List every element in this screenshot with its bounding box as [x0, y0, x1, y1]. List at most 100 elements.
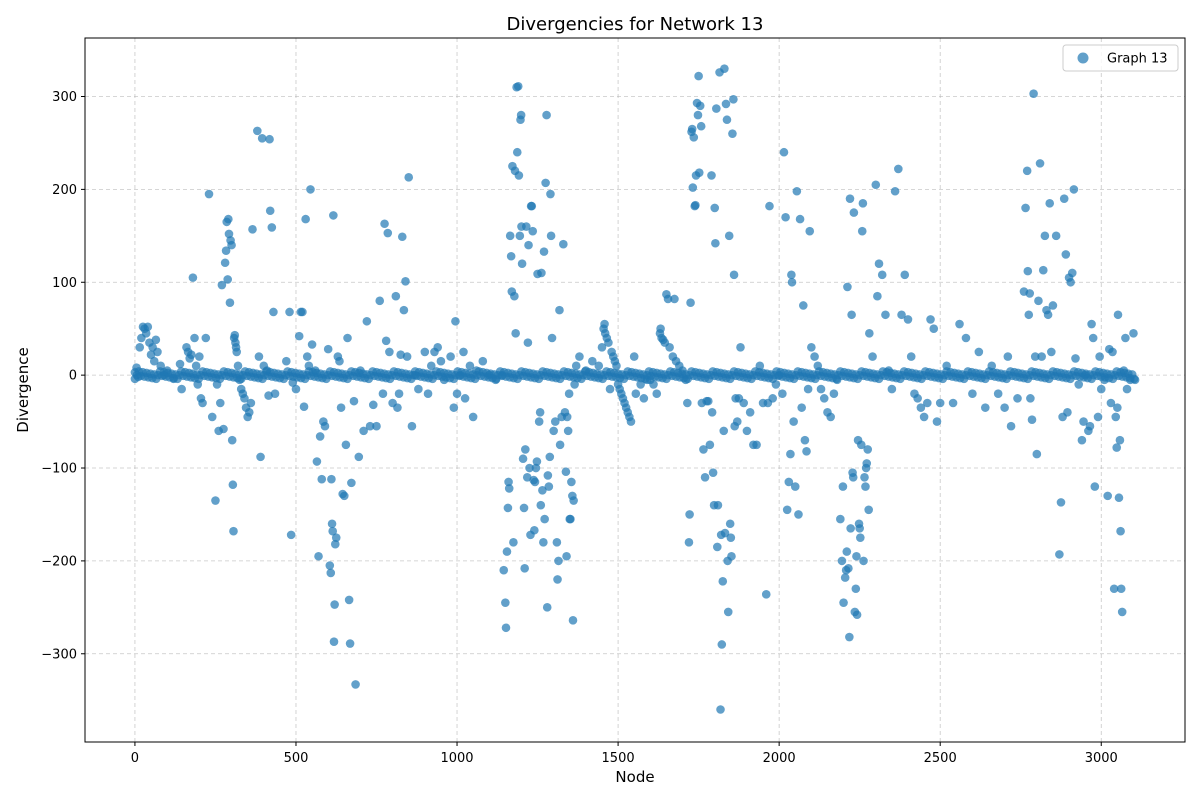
- data-point: [414, 384, 423, 394]
- data-point: [571, 361, 581, 371]
- data-point: [703, 396, 713, 406]
- data-point: [146, 350, 156, 360]
- data-point: [1040, 231, 1050, 241]
- data-point: [597, 342, 607, 352]
- data-point: [219, 424, 228, 434]
- data-point: [1045, 199, 1055, 208]
- data-point: [285, 307, 294, 317]
- data-point: [739, 398, 749, 408]
- data-point: [393, 403, 402, 412]
- data-point: [229, 526, 238, 536]
- data-point: [515, 231, 525, 241]
- data-point: [900, 270, 910, 280]
- data-point: [375, 296, 385, 306]
- data-point: [563, 426, 573, 436]
- data-point: [605, 384, 615, 394]
- x-tick-label: 3000: [1085, 751, 1118, 766]
- data-point: [846, 524, 855, 533]
- data-point: [404, 173, 414, 182]
- data-point: [686, 298, 695, 307]
- data-point: [542, 110, 551, 120]
- data-point: [873, 291, 882, 301]
- data-point: [294, 331, 304, 341]
- data-point: [851, 584, 861, 594]
- data-point: [175, 359, 185, 369]
- data-point: [980, 403, 990, 412]
- data-point: [1061, 250, 1071, 259]
- data-point: [862, 459, 872, 468]
- data-point: [588, 356, 597, 366]
- data-point: [541, 178, 550, 188]
- data-point: [537, 268, 546, 278]
- chart-title: Divergencies for Network 13: [507, 14, 764, 35]
- data-point: [604, 338, 613, 347]
- data-point: [1055, 550, 1064, 559]
- x-tick-label: 500: [284, 751, 309, 766]
- data-point: [530, 525, 539, 535]
- data-point: [707, 407, 717, 417]
- data-point: [559, 239, 568, 249]
- data-point: [871, 180, 881, 190]
- data-point: [913, 394, 922, 403]
- data-point: [347, 478, 356, 488]
- data-point: [717, 640, 727, 649]
- x-tick-label: 0: [131, 751, 139, 766]
- data-point: [325, 561, 335, 570]
- data-point: [344, 595, 354, 605]
- data-point: [864, 505, 873, 515]
- data-point: [504, 484, 514, 493]
- data-point: [724, 231, 734, 241]
- data-point: [522, 473, 532, 482]
- data-point: [396, 350, 405, 360]
- data-point: [521, 445, 530, 454]
- data-point: [478, 356, 488, 366]
- data-point: [567, 477, 576, 487]
- data-point: [685, 510, 694, 519]
- data-point: [736, 342, 745, 352]
- data-point: [1122, 384, 1132, 394]
- data-point: [320, 421, 330, 431]
- data-point: [721, 99, 731, 109]
- data-point: [328, 526, 338, 536]
- data-point: [1047, 347, 1056, 357]
- data-point: [961, 333, 971, 343]
- data-point: [544, 482, 554, 491]
- data-point: [1063, 407, 1072, 417]
- data-point: [465, 361, 475, 371]
- data-point: [699, 445, 708, 454]
- data-point: [612, 361, 621, 371]
- data-point: [220, 258, 230, 268]
- data-point: [223, 275, 232, 284]
- data-point: [501, 623, 511, 633]
- data-point: [894, 164, 903, 174]
- data-point: [877, 270, 887, 280]
- data-point: [1085, 421, 1095, 431]
- data-point: [504, 477, 513, 487]
- data-point: [554, 556, 563, 566]
- data-point: [626, 417, 636, 426]
- data-point: [186, 350, 196, 360]
- data-point: [1051, 231, 1061, 241]
- data-point: [506, 251, 516, 261]
- data-point: [839, 598, 848, 607]
- data-point: [1079, 417, 1088, 426]
- data-point: [264, 391, 273, 400]
- data-point: [323, 344, 333, 354]
- data-point: [932, 417, 942, 426]
- data-point: [394, 389, 404, 399]
- data-point: [670, 294, 679, 304]
- data-point: [468, 412, 478, 422]
- data-point: [550, 417, 560, 426]
- data-point: [286, 530, 296, 540]
- data-point: [407, 421, 417, 431]
- data-point: [153, 347, 162, 357]
- data-point: [452, 389, 462, 399]
- data-point: [198, 398, 207, 408]
- data-point: [224, 214, 233, 224]
- data-point: [315, 432, 325, 441]
- y-tick-label: −300: [41, 647, 77, 662]
- data-point: [302, 352, 312, 361]
- data-point: [531, 463, 541, 473]
- data-point: [349, 396, 359, 406]
- data-point: [518, 454, 528, 464]
